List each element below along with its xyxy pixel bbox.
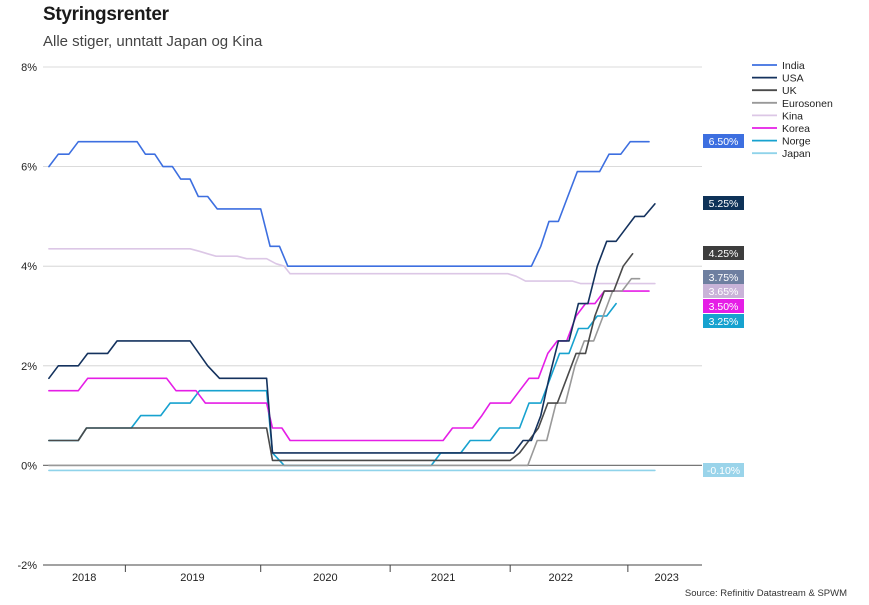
y-tick-label: 2% [21,361,37,373]
x-axis: 2018 2019 2020 2021 2022 2023 [43,564,702,584]
series-lines [48,140,656,472]
legend-label-india: India [782,60,805,72]
legend-label-usa: USA [782,73,804,85]
legend-label-korea: Korea [782,123,810,135]
x-tick-label: 2018 [72,572,96,584]
legend-label-uk: UK [782,85,797,97]
legend-label-kina: Kina [782,110,803,122]
x-tick-label: 2019 [180,572,204,584]
series-line-india [48,140,650,267]
x-tick-label: 2023 [654,572,678,584]
end-label-box-japan [703,463,744,477]
y-tick-label: -2% [17,560,37,572]
end-label-box-korea [703,299,744,313]
end-label-korea: 3.50% [709,301,739,313]
series-line-uk [48,253,634,462]
end-label-box-uk [703,246,744,260]
chart-subtitle: Alle stiger, unntatt Japan og Kina [43,33,263,50]
end-label-india: 6.50% [709,136,739,148]
legend-label-eurosonen: Eurosonen [782,98,833,110]
end-label-box-norge [703,314,744,328]
y-axis-ticks: 8% 6% 4% 2% 0% -2% [17,62,37,572]
end-label-box-usa [703,196,744,210]
x-tick-label: 2022 [549,572,573,584]
legend-label-japan: Japan [782,148,811,160]
end-label-uk: 4.25% [709,248,739,260]
end-label-usa: 5.25% [709,198,739,210]
y-tick-label: 6% [21,162,37,174]
y-tick-label: 0% [21,460,37,472]
y-tick-label: 8% [21,62,37,74]
end-label-eurosonen: 3.75% [709,272,739,284]
end-label-norge: 3.25% [709,316,739,328]
end-label-box-eurosonen [703,270,744,284]
end-label-box-india [703,134,744,148]
y-tick-label: 4% [21,261,37,273]
end-label-japan: -0.10% [707,465,740,477]
series-line-usa [48,203,656,454]
legend-label-norge: Norge [782,136,811,148]
series-line-kina [48,248,656,285]
end-label-box-kina [703,284,744,298]
chart-source: Source: Refinitiv Datastream & SPWM [684,588,847,599]
chart-title: Styringsrenter [43,4,169,25]
x-tick-label: 2021 [431,572,455,584]
end-label-kina: 3.65% [709,286,739,298]
end-labels: 6.50% 5.25% 4.25% 3.75% 3.65% 3.50% 3.25% -0.10… [703,134,744,477]
x-tick-label: 2020 [313,572,337,584]
